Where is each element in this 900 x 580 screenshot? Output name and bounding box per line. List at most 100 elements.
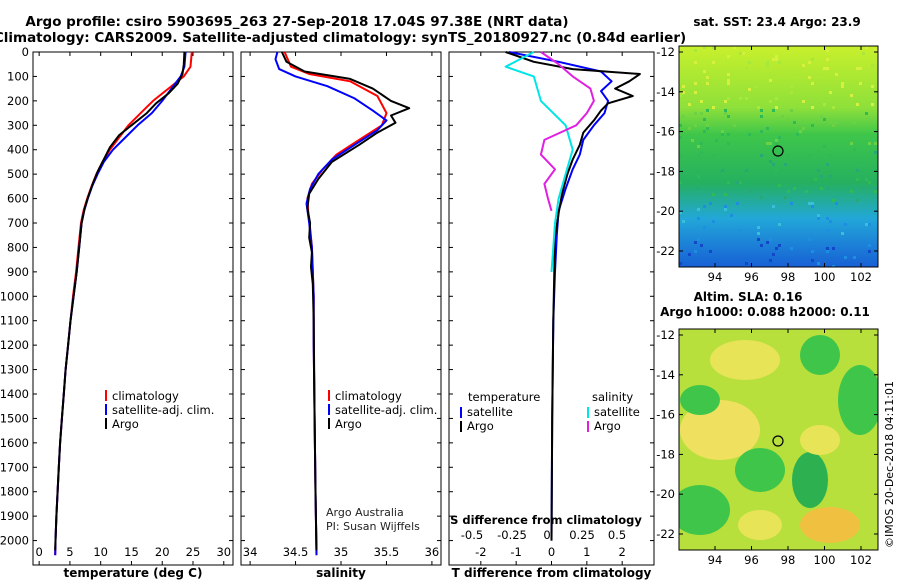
sst-pixel (712, 106, 715, 109)
x-tick-label: 5 (66, 545, 73, 559)
sst-pixel (760, 154, 763, 157)
sst-pixel (865, 46, 868, 49)
sst-pixel (856, 67, 859, 70)
sst-pixel (802, 127, 805, 130)
map-y-tick-label: -20 (656, 487, 675, 501)
map-x-tick-label: 98 (781, 553, 796, 567)
title-line-1: Argo profile: csiro 5903695_263 27-Sep-2… (25, 14, 568, 30)
legend-label: climatology (112, 389, 179, 403)
sst-pixel (811, 250, 814, 253)
sst-pixel (853, 121, 856, 124)
x-tick-label: 25 (186, 545, 201, 559)
sst-pixel (856, 199, 859, 202)
x-tick-label: 15 (124, 545, 139, 559)
sst-pixel (712, 46, 715, 49)
sst-pixel (781, 115, 784, 118)
sst-pixel (703, 70, 706, 73)
sst-pixel (808, 76, 811, 79)
sst-pixel (808, 202, 811, 205)
sst-pixel (706, 124, 709, 127)
depth-tick-label: 400 (7, 143, 29, 157)
sst-pixel (775, 169, 778, 172)
sst-pixel (811, 205, 814, 208)
map-x-tick-label: 100 (814, 270, 836, 284)
sst-pixel (829, 154, 832, 157)
sst-pixel (772, 253, 775, 256)
depth-tick-label: 1000 (0, 289, 29, 303)
sla-map (679, 329, 878, 550)
sst-pixel (853, 256, 856, 259)
sst-pixel (793, 187, 796, 190)
sst-pixel (727, 115, 730, 118)
sst-pixel (703, 226, 706, 229)
sst-pixel (859, 82, 862, 85)
x-tick-label: 36 (425, 545, 440, 559)
sst-pixel (724, 205, 727, 208)
sst-pixel (808, 154, 811, 157)
series-line-argo (54, 51, 186, 551)
sst-pixel (859, 70, 862, 73)
sst-pixel (796, 133, 799, 136)
sst-pixel (745, 97, 748, 100)
depth-tick-label: 1400 (0, 387, 29, 401)
sst-pixel (835, 202, 838, 205)
depth-tick-label: 100 (7, 69, 29, 83)
sst-pixel (868, 118, 871, 121)
x-axis-label-secondary: S difference from climatology (450, 513, 642, 527)
sst-pixel (784, 163, 787, 166)
sst-pixel (769, 79, 772, 82)
salinity-panel: 34 34.5 35 35.5 36 salinity climatologysatelli… (240, 51, 442, 580)
depth-tick-label: 1800 (0, 485, 29, 499)
sst-pixel (814, 73, 817, 76)
sst-pixel (742, 52, 745, 55)
sst-pixel (712, 193, 715, 196)
sst-pixel (871, 103, 874, 106)
map-y-tick-label: -22 (656, 527, 675, 541)
sst-pixel (850, 190, 853, 193)
sst-pixel (697, 238, 700, 241)
x-tick-label-secondary: 0.25 (569, 528, 595, 542)
sst-pixel (823, 103, 826, 106)
sst-pixel (760, 115, 763, 118)
sst-pixel (760, 196, 763, 199)
sst-pixel (694, 124, 697, 127)
sst-pixel (832, 265, 835, 267)
sst-pixel (748, 190, 751, 193)
sst-pixel (745, 169, 748, 172)
legend-label: Argo (467, 419, 494, 433)
sst-pixel (775, 139, 778, 142)
sst-pixel (784, 196, 787, 199)
sst-pixel (787, 154, 790, 157)
sst-pixel (871, 85, 874, 88)
sst-pixel (706, 109, 709, 112)
depth-tick-label: 1700 (0, 460, 29, 474)
legend-label: satellite-adj. clim. (112, 403, 214, 417)
sst-pixel (721, 169, 724, 172)
x-tick-label: 34.5 (283, 545, 309, 559)
sst-pixel (757, 226, 760, 229)
sst-pixel (697, 187, 700, 190)
sst-pixel (679, 91, 682, 94)
sst-pixel (730, 214, 733, 217)
sst-pixel (790, 247, 793, 250)
sst-pixel (850, 142, 853, 145)
sst-pixel (754, 85, 757, 88)
sst-pixel (772, 58, 775, 61)
sst-pixel (817, 169, 820, 172)
sst-pixel (868, 181, 871, 184)
sst-pixel (826, 49, 829, 52)
legend-label: Argo (594, 419, 621, 433)
sst-pixel (778, 61, 781, 64)
map-x-tick-label: 94 (708, 553, 723, 567)
sst-pixel (679, 154, 682, 157)
sst-pixel (700, 244, 703, 247)
depth-tick-label: 0 (22, 45, 29, 59)
sst-pixel (769, 160, 772, 163)
sst-pixel (700, 100, 703, 103)
x-tick-label-secondary: 0.5 (608, 528, 626, 542)
temperature-panel: 0 5 10 15 20 25 30 temperature (deg C) climatolo… (32, 51, 234, 580)
sst-pixel (679, 181, 682, 184)
sst-pixel (727, 181, 730, 184)
sst-pixel (727, 55, 730, 58)
sst-pixel (811, 58, 814, 61)
